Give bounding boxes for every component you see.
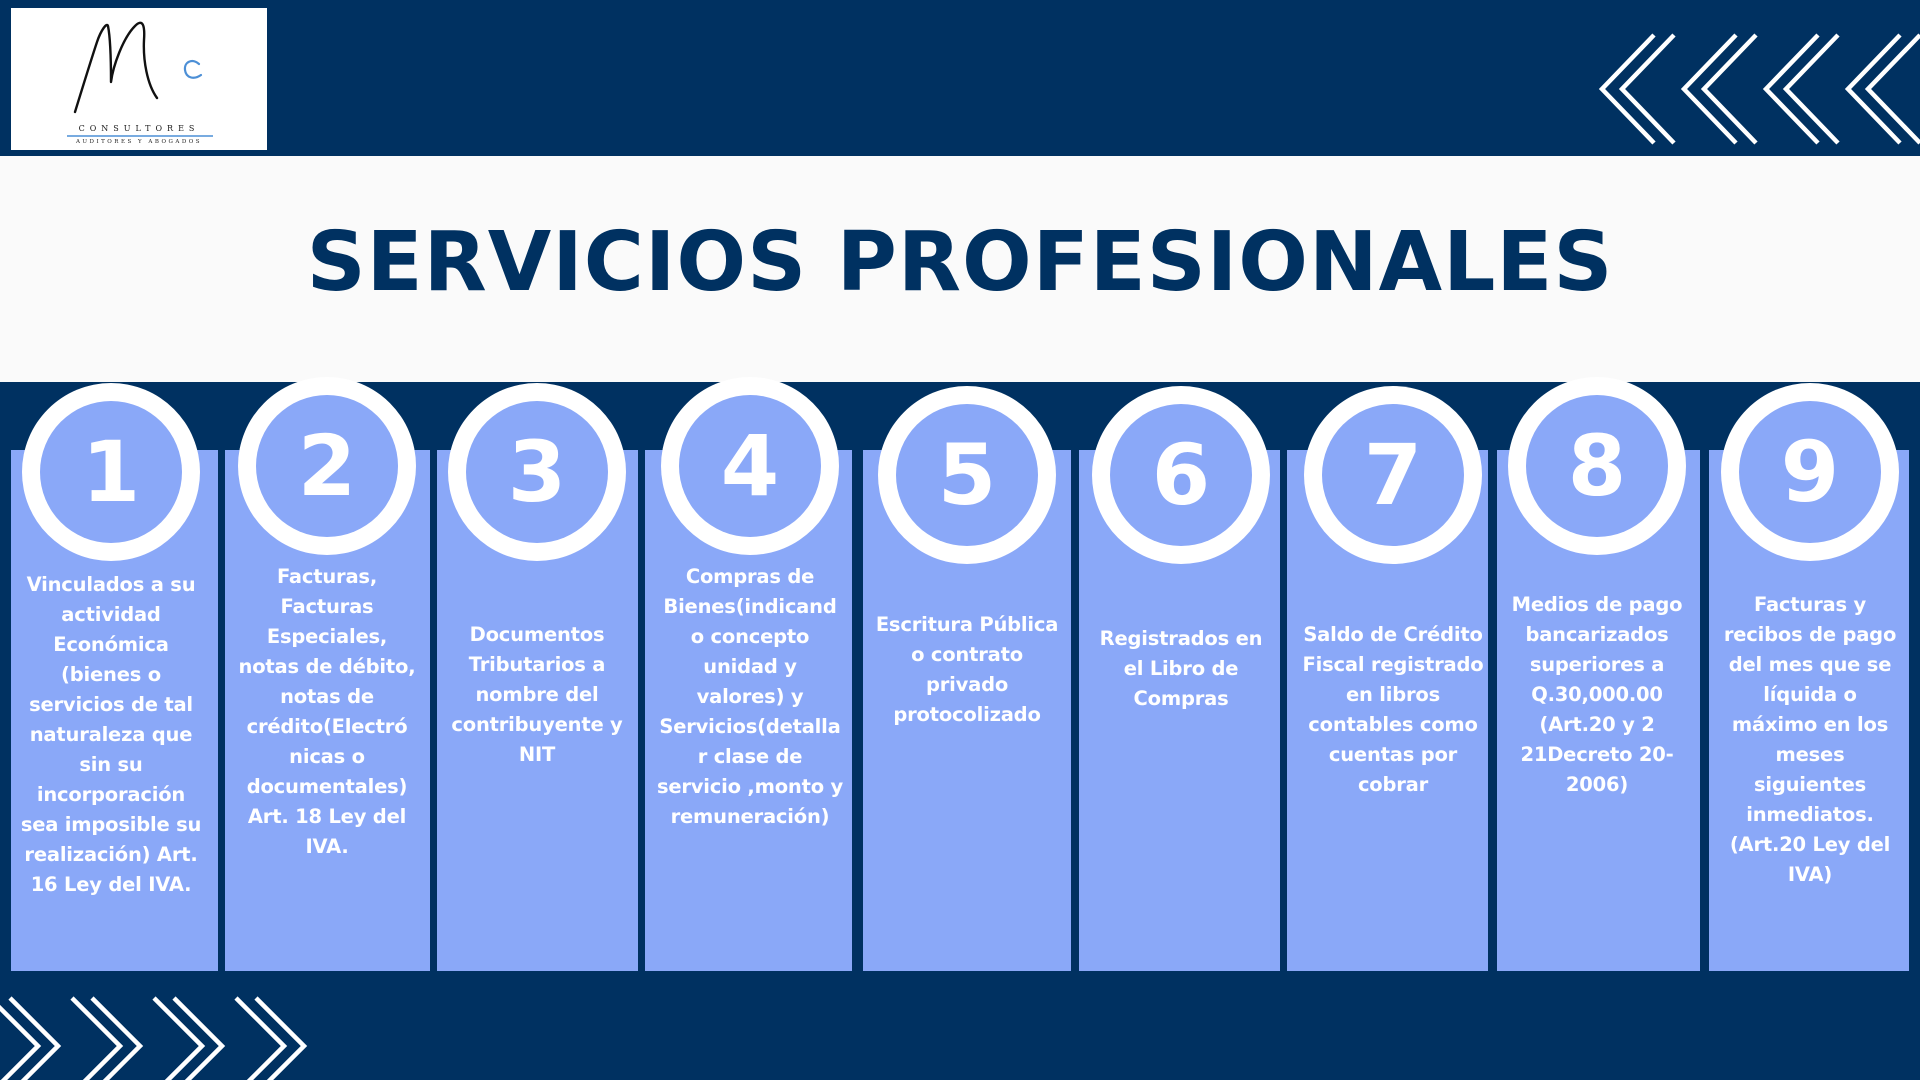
- step-number: 3: [466, 401, 608, 543]
- step-number: 6: [1110, 404, 1252, 546]
- company-logo: CONSULTORES AUDITORES Y ABOGADOS: [11, 8, 267, 150]
- step-description: Documentos Tributarios a nombre del cont…: [451, 623, 623, 766]
- step-number: 7: [1322, 404, 1464, 546]
- step-number: 2: [256, 395, 398, 537]
- step-number: 5: [896, 404, 1038, 546]
- step-number: 9: [1739, 401, 1881, 543]
- chevron-left-icon: [1598, 33, 1920, 145]
- step-description: Facturas y recibos de pago del mes que s…: [1723, 593, 1897, 886]
- step-number: 8: [1526, 395, 1668, 537]
- step-description: Vinculados a su actividad Económica (bie…: [20, 573, 202, 896]
- step-badge-1: 1: [22, 383, 200, 561]
- step-badge-8: 8: [1508, 377, 1686, 555]
- step-number: 4: [679, 395, 821, 537]
- step-number: 1: [40, 401, 182, 543]
- step-badge-2: 2: [238, 377, 416, 555]
- step-badge-9: 9: [1721, 383, 1899, 561]
- step-badge-6: 6: [1092, 386, 1270, 564]
- step-badge-7: 7: [1304, 386, 1482, 564]
- step-description: Registrados en el Libro de Compras: [1099, 627, 1263, 710]
- step-description: Compras de Bienes(indicand o concepto un…: [656, 565, 844, 828]
- step-badge-3: 3: [448, 383, 626, 561]
- chevron-right-icon: [0, 996, 308, 1080]
- mc-signature-logo: [67, 21, 213, 137]
- page-title: SERVICIOS PROFESIONALES: [306, 215, 1614, 310]
- step-badge-4: 4: [661, 377, 839, 555]
- step-description: Escritura Pública o contrato privado pro…: [875, 613, 1059, 726]
- step-description: Facturas, Facturas Especiales, notas de …: [238, 565, 416, 858]
- logo-line1: CONSULTORES: [78, 124, 200, 133]
- step-badge-5: 5: [878, 386, 1056, 564]
- step-description: Saldo de Crédito Fiscal registrado en li…: [1302, 623, 1484, 796]
- title-band: [0, 156, 1920, 382]
- step-description: Medios de pago bancarizados superiores a…: [1511, 593, 1683, 796]
- logo-line2: AUDITORES Y ABOGADOS: [75, 139, 203, 145]
